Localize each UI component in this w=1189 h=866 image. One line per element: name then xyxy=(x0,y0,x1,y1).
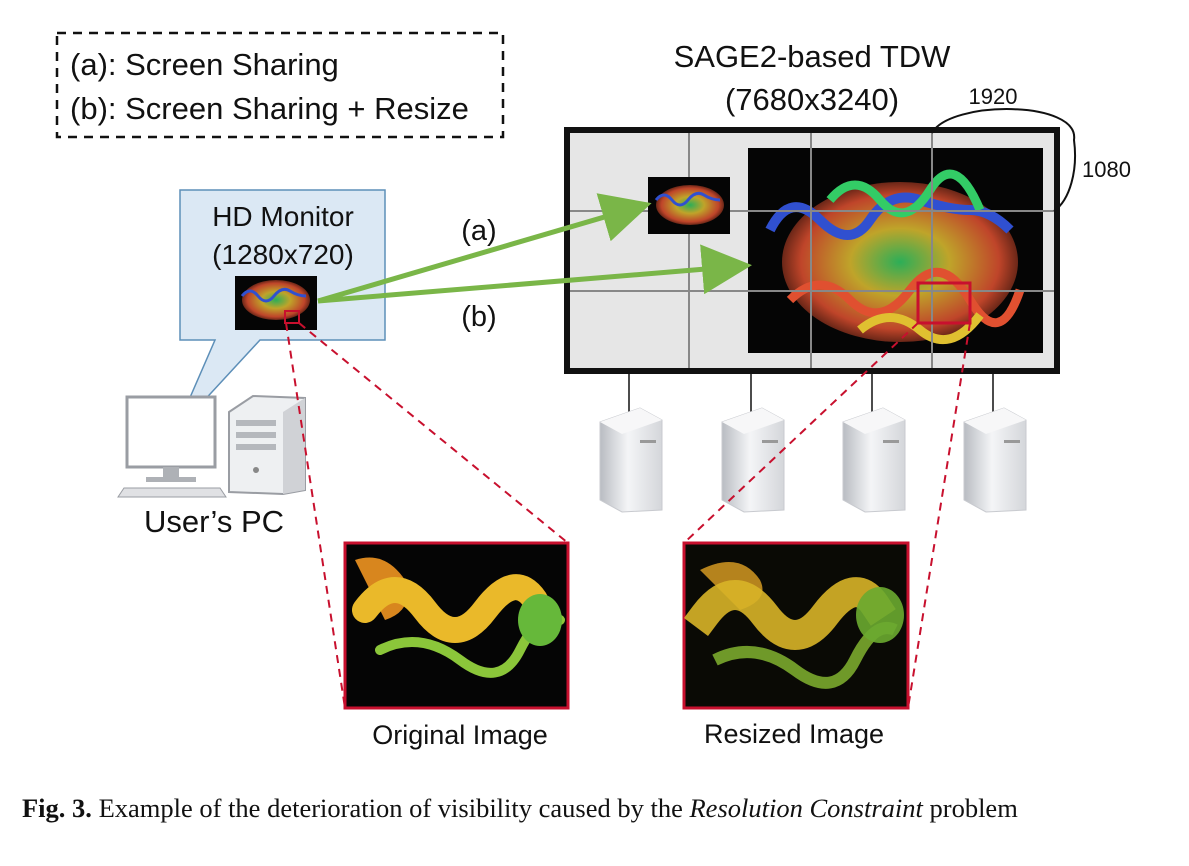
legend-item-b: (b): Screen Sharing + Resize xyxy=(70,91,469,126)
protein-render-small xyxy=(654,185,724,225)
tile-size-annotation: 1920 1080 xyxy=(931,84,1131,212)
server-icon xyxy=(599,407,663,513)
hd-monitor-bubble: HD Monitor (1280x720) xyxy=(174,189,386,433)
figure-label: Fig. 3. xyxy=(22,793,92,823)
render-servers xyxy=(599,374,1027,513)
legend-item-a: (a): Screen Sharing xyxy=(70,47,339,82)
arrow-a-label: (a) xyxy=(461,215,496,247)
arrow-a: (a) xyxy=(317,193,652,304)
monitor-title: HD Monitor xyxy=(212,201,354,232)
caption-text-end: problem xyxy=(922,793,1018,823)
zoom-guide-lines xyxy=(285,322,971,709)
server-icon xyxy=(721,407,785,513)
tile-grid xyxy=(570,133,1054,368)
tdw-resolution: (7680x3240) xyxy=(725,82,899,117)
tile-width-label: 1920 xyxy=(969,84,1018,109)
arrow-b-label: (b) xyxy=(461,301,496,333)
resized-image-zoom: Resized Image xyxy=(682,541,910,749)
legend-box: (a): Screen Sharing (b): Screen Sharing … xyxy=(55,31,505,139)
caption-text: Example of the deterioration of visibili… xyxy=(91,793,690,823)
caption-italic-term: Resolution Constraint xyxy=(689,793,923,823)
tower-icon xyxy=(228,394,306,496)
user-pc: User’s PC xyxy=(117,394,306,539)
original-image-label: Original Image xyxy=(372,720,548,750)
tiled-display-wall xyxy=(564,127,1060,374)
monitor-icon xyxy=(117,395,227,498)
figure-caption: Fig. 3. Example of the deterioration of … xyxy=(22,790,1172,826)
original-image-zoom: Original Image xyxy=(343,541,570,750)
tdw-title: SAGE2-based TDW xyxy=(674,39,952,74)
monitor-resolution: (1280x720) xyxy=(212,239,354,270)
zoom-region-wall xyxy=(916,281,972,325)
tile-height-label: 1080 xyxy=(1082,157,1131,182)
arrow-b: (b) xyxy=(317,244,752,333)
user-pc-label: User’s PC xyxy=(144,504,284,539)
resized-image-label: Resized Image xyxy=(704,719,884,749)
server-icon xyxy=(842,407,906,513)
zoom-region-monitor xyxy=(284,310,300,324)
server-icon xyxy=(963,407,1027,513)
